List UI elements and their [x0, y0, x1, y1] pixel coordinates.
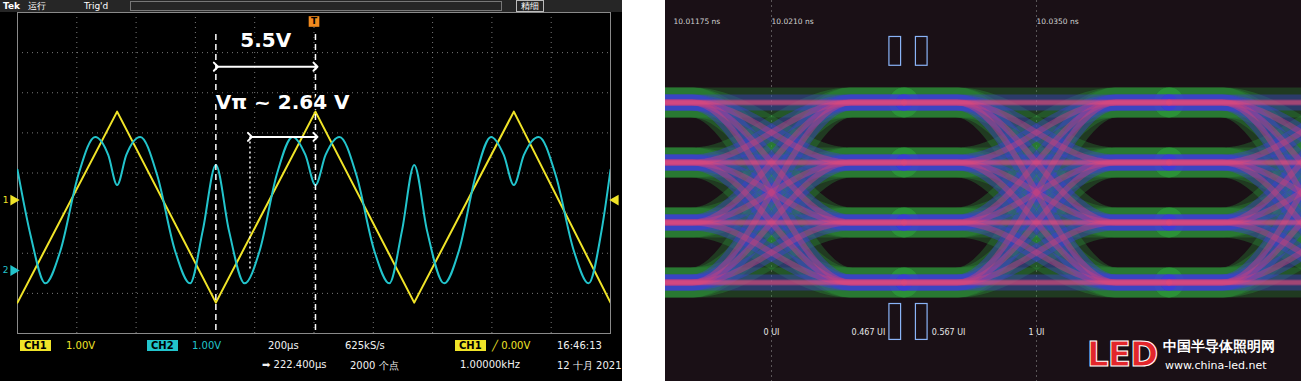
svg-text:0 UI: 0 UI	[764, 328, 780, 337]
html-text:运行: 运行	[28, 1, 46, 11]
svg-text:10.0210 ns: 10.0210 ns	[772, 17, 814, 26]
html-text:1.00000kHz: 1.00000kHz	[460, 359, 520, 370]
html-text:➡ 222.400µs: ➡ 222.400µs	[262, 359, 327, 370]
html-text:Trig'd: Trig'd	[84, 1, 109, 11]
svg-text:0.467 UI: 0.467 UI	[852, 328, 886, 337]
svg-text:1: 1	[3, 195, 9, 205]
svg-text:Vπ ~ 2.64 V: Vπ ~ 2.64 V	[216, 90, 350, 114]
html-text:625kS/s: 625kS/s	[345, 340, 385, 351]
html-text:16:46:13: 16:46:13	[557, 340, 602, 351]
svg-text:0.567 UI: 0.567 UI	[932, 328, 966, 337]
html-text:1.00V: 1.00V	[66, 340, 96, 351]
svg-text:5.5V: 5.5V	[240, 28, 291, 52]
html-text:www.china-led.net: www.china-led.net	[1165, 359, 1267, 372]
html-text:CH1: CH1	[459, 340, 482, 351]
html-text:CH2: CH2	[151, 340, 174, 351]
svg-text:10.01175 ns: 10.01175 ns	[673, 17, 720, 26]
html-text:精细: 精细	[521, 1, 539, 11]
svg-text:2: 2	[3, 265, 9, 275]
html-text:中国半导体照明网: 中国半导体照明网	[1163, 338, 1275, 354]
html-text:CH1: CH1	[24, 340, 47, 351]
svg-text:5.5V: 5.5V	[240, 28, 291, 52]
html-text:2000 个点: 2000 个点	[350, 360, 399, 371]
html-text:1.00V: 1.00V	[192, 340, 222, 351]
svg-text:1 UI: 1 UI	[1029, 328, 1045, 337]
svg-text:T: T	[311, 16, 318, 26]
html-text:12 十月 2021: 12 十月 2021	[557, 360, 622, 371]
svg-text:10.0350 ns: 10.0350 ns	[1037, 17, 1079, 26]
svg-text:Vπ ~ 2.64 V: Vπ ~ 2.64 V	[216, 90, 350, 114]
html-text:200µs: 200µs	[268, 340, 299, 351]
html-text:LED: LED	[1087, 334, 1158, 374]
html-text:╱ 0.00V: ╱ 0.00V	[492, 340, 531, 351]
html-text:Tek: Tek	[3, 1, 20, 11]
